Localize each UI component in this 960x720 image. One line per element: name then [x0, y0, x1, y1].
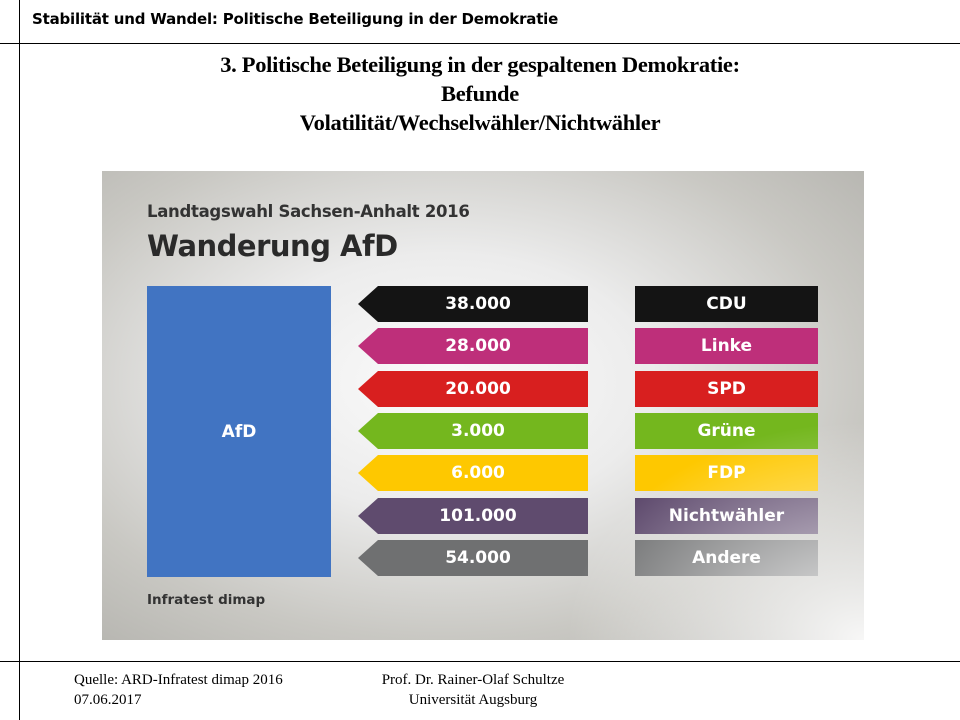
flow-value: 20.000 [445, 379, 511, 399]
footer-right: Prof. Dr. Rainer-Olaf Schultze Universit… [356, 670, 590, 710]
party-name: FDP [707, 463, 746, 483]
flow-arrow-nichtwähler: 101.000 [358, 498, 588, 534]
party-label-grüne: Grüne [635, 413, 818, 449]
party-name: SPD [707, 379, 746, 399]
party-label-spd: SPD [635, 371, 818, 407]
afd-label: AfD [221, 421, 257, 442]
flow-arrow-grüne: 3.000 [358, 413, 588, 449]
afd-target-block: AfD [147, 286, 331, 577]
slide-title-line-1: 3. Politische Beteiligung in der gespalt… [220, 52, 740, 77]
footer-divider [0, 661, 960, 662]
party-name: Nichtwähler [668, 506, 785, 526]
slide-title-line-3: Volatilität/Wechselwähler/Nichtwähler [299, 110, 661, 135]
party-label-cdu: CDU [635, 286, 818, 322]
party-name: Grüne [697, 421, 756, 441]
footer-author: Prof. Dr. Rainer-Olaf Schultze [381, 672, 565, 688]
flow-arrow-andere: 54.000 [358, 540, 588, 576]
flow-value: 38.000 [445, 294, 511, 314]
footer-left: Quelle: ARD-Infratest dimap 2016 07.06.2… [74, 670, 283, 710]
flow-value: 54.000 [445, 548, 511, 568]
flow-arrow-cdu: 38.000 [358, 286, 588, 322]
chart-subtitle: Landtagswahl Sachsen-Anhalt 2016 [147, 202, 470, 221]
slide-title: 3. Politische Beteiligung in der gespalt… [0, 50, 960, 137]
voter-migration-chart: Landtagswahl Sachsen-Anhalt 2016 Wanderu… [102, 171, 864, 640]
party-label-linke: Linke [635, 328, 818, 364]
party-name: Linke [700, 336, 753, 356]
party-label-fdp: FDP [635, 455, 818, 491]
header-divider [0, 43, 960, 44]
flow-value: 28.000 [445, 336, 511, 356]
flow-arrow-spd: 20.000 [358, 371, 588, 407]
flow-value: 6.000 [451, 463, 505, 483]
flow-value: 101.000 [439, 506, 517, 526]
footer-institution: Universität Augsburg [408, 692, 538, 708]
flow-arrow-linke: 28.000 [358, 328, 588, 364]
party-name: CDU [706, 294, 747, 314]
course-title: Stabilität und Wandel: Politische Beteil… [32, 10, 559, 28]
flow-arrow-fdp: 6.000 [358, 455, 588, 491]
flow-value: 3.000 [451, 421, 505, 441]
chart-source: Infratest dimap [147, 592, 266, 608]
party-label-andere: Andere [635, 540, 818, 576]
footer-source: Quelle: ARD-Infratest dimap 2016 [74, 672, 283, 688]
party-name: Andere [692, 548, 761, 568]
slide-title-line-2: Befunde [441, 81, 519, 106]
party-label-nichtwähler: Nichtwähler [635, 498, 818, 534]
left-border-line [19, 0, 20, 720]
footer-date: 07.06.2017 [74, 692, 142, 708]
chart-title: Wanderung AfD [147, 229, 398, 263]
